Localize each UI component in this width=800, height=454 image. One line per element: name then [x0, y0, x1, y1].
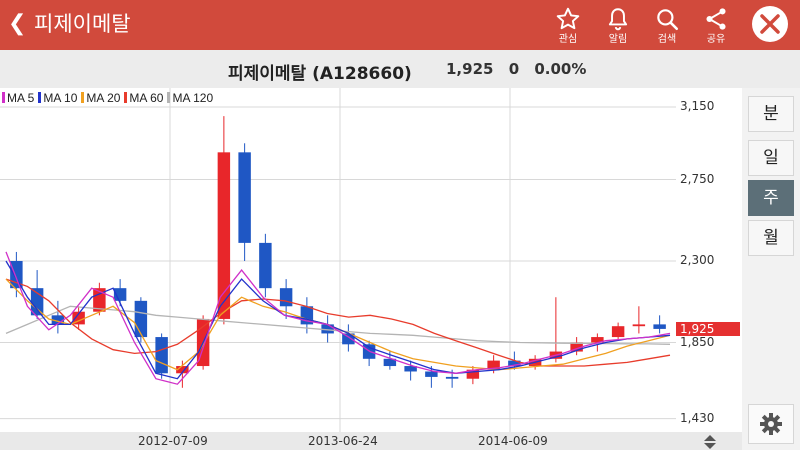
gear-icon — [760, 413, 782, 435]
legend-swatch — [2, 92, 5, 103]
alert-label: 알림 — [608, 34, 628, 45]
legend-label: MA 20 — [86, 91, 121, 105]
stock-price: 1,925 — [446, 60, 494, 78]
alert-button[interactable]: 알림 — [598, 4, 638, 48]
y-tick-label: 2,300 — [680, 253, 715, 267]
stock-summary-bar: 피제이메탈 (A128660) 1,925 0 0.00% — [0, 50, 800, 88]
y-tick-label: 1,430 — [680, 410, 715, 425]
legend-item: MA 120 — [167, 91, 213, 105]
legend-label: MA 5 — [7, 91, 35, 105]
candlestick-chart[interactable] — [0, 88, 676, 432]
share-label: 공유 — [706, 34, 726, 45]
share-button[interactable]: 공유 — [696, 4, 736, 48]
candle-body — [93, 288, 106, 312]
page-title: 피제이메탈 — [34, 12, 131, 36]
date-axis: 2012-07-09 2013-06-24 2014-06-09 — [0, 432, 742, 450]
period-week-button[interactable]: 주 — [748, 180, 794, 216]
settings-button[interactable] — [748, 404, 794, 444]
candle-body — [279, 288, 293, 307]
candle-body — [404, 366, 417, 372]
candle-body — [570, 342, 583, 352]
search-button[interactable]: 검색 — [647, 4, 687, 48]
favorite-button[interactable]: 관심 — [548, 4, 588, 48]
legend-label: MA 60 — [129, 91, 164, 105]
ma-line-ma60 — [5, 278, 671, 367]
ma-line-ma120 — [5, 305, 671, 345]
x-tick-label: 2012-07-09 — [138, 434, 208, 448]
updown-arrows-icon — [704, 435, 716, 449]
legend-label: MA 120 — [172, 91, 214, 105]
candle-body — [487, 360, 500, 370]
current-price-tag: 1,925 — [676, 321, 740, 336]
y-tick-label: 2,750 — [680, 171, 715, 186]
chart-legend: MA 5 MA 10 MA 20 MA 60 MA 120 — [2, 91, 217, 105]
bell-icon — [608, 8, 628, 31]
legend-swatch — [124, 92, 128, 103]
period-day-button[interactable]: 일 — [748, 140, 794, 176]
chart-scroll-control[interactable] — [700, 434, 720, 450]
candle-body — [342, 333, 355, 345]
candle-body — [155, 337, 168, 374]
x-tick-label: 2014-06-09 — [478, 434, 548, 448]
stock-change-pct: 0.00% — [534, 60, 587, 78]
x-tick-label: 2013-06-24 — [308, 434, 378, 448]
candle-body — [425, 371, 438, 377]
candle-body — [238, 152, 251, 243]
candle-body — [176, 366, 189, 374]
legend-swatch — [38, 92, 42, 103]
candle-body — [321, 324, 334, 334]
ma-line-ma10 — [5, 260, 671, 380]
price-axis: 3,150 2,750 2,300 1,850 1,430 — [676, 88, 742, 434]
legend-item: MA 10 — [38, 91, 77, 105]
ma-line-ma5 — [5, 251, 671, 385]
candle-body — [134, 300, 148, 338]
chevron-left-icon[interactable]: ❮ — [8, 11, 27, 36]
candle-body — [632, 324, 646, 327]
legend-swatch — [81, 92, 85, 103]
candle-body — [383, 358, 397, 367]
candle-body — [466, 369, 480, 379]
search-label: 검색 — [657, 34, 677, 45]
candle-body — [611, 326, 625, 338]
close-icon — [760, 14, 780, 34]
candle-body — [653, 324, 666, 329]
candle-body — [591, 337, 604, 343]
share-icon — [706, 8, 726, 30]
period-month-button[interactable]: 월 — [748, 220, 794, 256]
period-minute-button[interactable]: 분 — [748, 96, 794, 132]
y-tick-label: 3,150 — [680, 99, 715, 114]
legend-item: MA 60 — [124, 91, 163, 105]
legend-swatch — [167, 92, 171, 103]
y-tick-label: 1,850 — [680, 334, 715, 349]
candle-body — [51, 315, 65, 325]
stock-name: 피제이메탈 (A128660) — [228, 64, 412, 84]
candle-body — [217, 152, 231, 319]
close-button[interactable] — [752, 6, 788, 42]
favorite-label: 관심 — [558, 34, 578, 45]
star-icon — [556, 7, 580, 30]
stock-values: 1,925 0 0.00% — [446, 60, 596, 78]
candle-body — [72, 311, 85, 325]
candle-body — [259, 242, 272, 289]
search-icon — [657, 9, 679, 31]
app-header: ❮ 피제이메탈 관심 알림 검색 공유 — [0, 0, 800, 50]
candle-body — [445, 376, 459, 379]
period-selector: 분 일 주 월 — [742, 88, 800, 450]
candle-body — [508, 360, 521, 367]
stock-change: 0 — [508, 60, 520, 78]
legend-item: MA 5 — [2, 91, 34, 105]
legend-item: MA 20 — [81, 91, 120, 105]
legend-label: MA 10 — [43, 91, 78, 105]
